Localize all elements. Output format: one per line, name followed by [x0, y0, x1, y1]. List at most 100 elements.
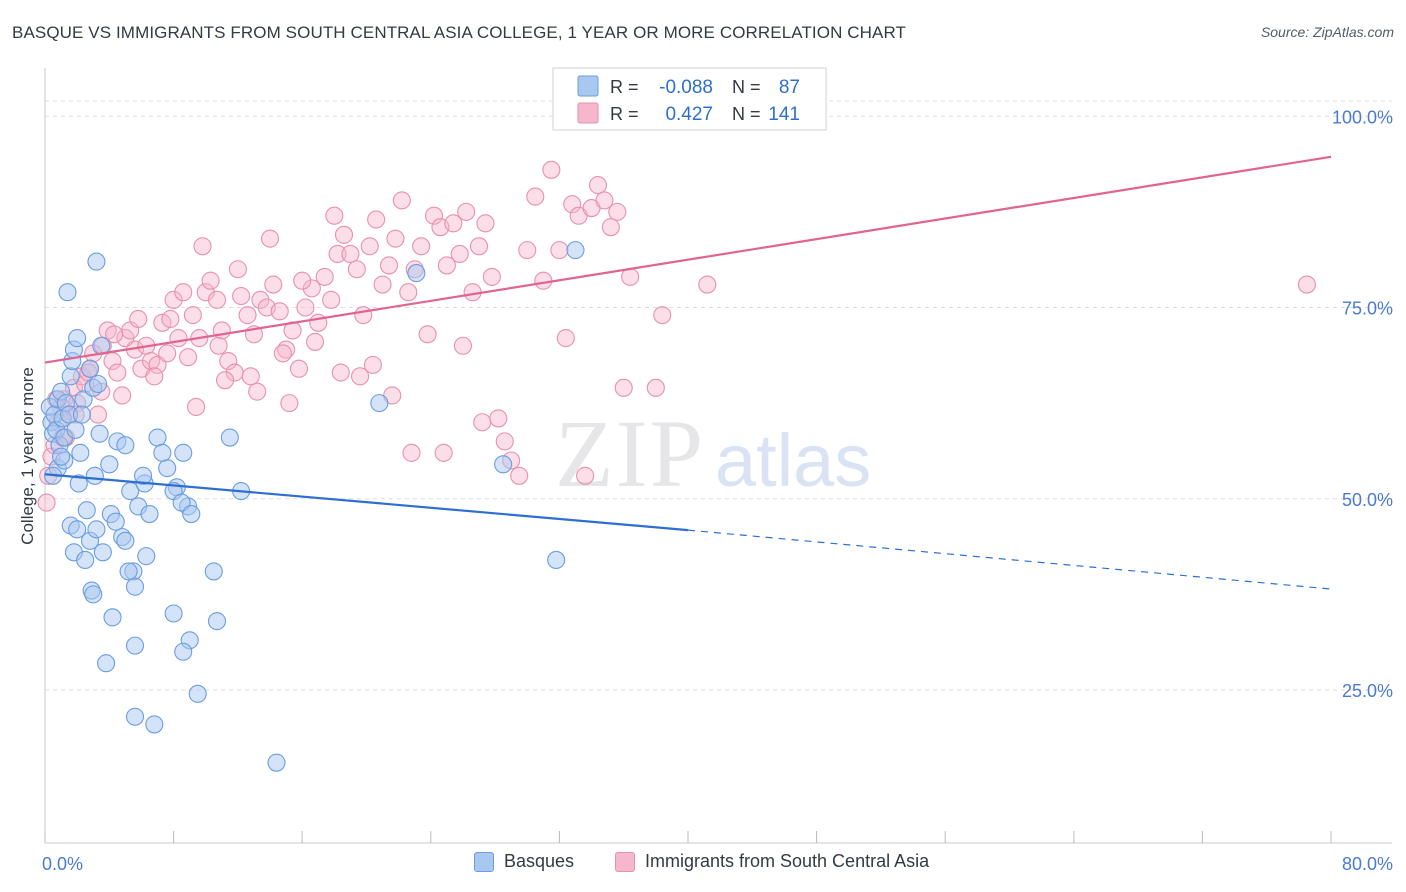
immigrants-point [556, 329, 575, 348]
immigrants-point [550, 241, 569, 260]
immigrants-point [251, 290, 270, 309]
immigrants-point [534, 271, 553, 290]
immigrants-point [88, 405, 108, 424]
immigrants-point [576, 466, 595, 485]
immigrants-point [179, 348, 198, 367]
basques-point [140, 504, 159, 524]
basques-point [182, 504, 201, 524]
immigrants-point [495, 432, 514, 451]
basques-point [220, 428, 239, 447]
legend-swatch-immigrants [577, 102, 599, 124]
immigrants-point [646, 378, 665, 397]
series-basques-points [40, 241, 585, 772]
basques-point [158, 459, 177, 478]
immigrants-point [105, 325, 124, 344]
immigrants-point [289, 359, 309, 378]
basques-point [68, 520, 87, 539]
basques-point [125, 577, 145, 596]
immigrants-point [264, 275, 283, 294]
basques-point [174, 642, 193, 661]
immigrants-point [260, 229, 280, 248]
immigrants-point [215, 371, 235, 390]
basques-point [85, 466, 104, 485]
immigrants-point [161, 309, 180, 329]
immigrants-point [542, 160, 561, 179]
legend-n-value-2: 141 [768, 104, 800, 125]
immigrants-point [518, 241, 537, 260]
immigrants-point [399, 283, 418, 302]
legend-swatch-immigrants-bottom [615, 851, 635, 872]
immigrants-point [450, 244, 469, 263]
y-tick-label: 50.0% [1342, 490, 1393, 510]
immigrants-point [164, 290, 183, 309]
y-tick-label: 100.0% [1332, 107, 1393, 127]
immigrants-point [351, 367, 370, 386]
basques-point [145, 715, 164, 734]
immigrants-point [212, 321, 231, 340]
immigrants-point [444, 214, 463, 233]
basques-point [97, 654, 116, 673]
immigrants-point [209, 336, 228, 355]
basques-point [106, 512, 125, 531]
basques-point [90, 424, 109, 443]
trend-lines [44, 155, 1332, 590]
basques-point [88, 374, 108, 394]
legend-swatch-basques-bottom [474, 851, 494, 872]
immigrants-point [402, 443, 421, 462]
legend-n-value-1: 87 [779, 77, 800, 98]
immigrants-point [169, 329, 188, 348]
basques-point [125, 707, 145, 726]
immigrants-point [367, 210, 386, 229]
immigrants-point [386, 229, 405, 248]
legend-item-basques[interactable]: Basques [474, 851, 574, 872]
basques-point [68, 329, 87, 348]
immigrants-point [526, 187, 545, 206]
immigrants-point [418, 325, 437, 344]
immigrants-point [306, 332, 325, 351]
watermark: ZIP atlas [555, 400, 871, 507]
immigrants-point [325, 206, 344, 225]
immigrants-point [341, 244, 360, 263]
immigrants-point [653, 306, 672, 325]
immigrants-point [360, 237, 379, 256]
legend-label-basques: Basques [504, 851, 575, 871]
basques-point [100, 455, 119, 474]
basques-point [188, 684, 207, 703]
watermark-zip: ZIP [555, 400, 705, 507]
legend-item-immigrants[interactable]: Immigrants from South Central Asia [615, 851, 929, 872]
basques-point [116, 531, 135, 550]
immigrants-trend-line [44, 155, 1332, 364]
basques-trend-line [44, 473, 689, 532]
immigrants-point [273, 344, 292, 363]
immigrants-point [248, 382, 267, 401]
y-tick-label: 25.0% [1342, 681, 1393, 701]
legend-n-label-2: N = [732, 104, 761, 124]
basques-point [119, 562, 138, 581]
basques-point [494, 455, 513, 474]
correlation-legend: R = -0.088 N = 87 R = 0.427 N = 141 [552, 67, 827, 131]
basques-point [204, 562, 223, 581]
immigrants-point [174, 283, 193, 302]
immigrants-point [280, 394, 299, 413]
legend-n-label-1: N = [732, 77, 761, 97]
immigrants-point [379, 256, 399, 275]
axes [44, 68, 1392, 844]
immigrants-point [476, 214, 495, 233]
gridlines [45, 100, 1392, 691]
basques-point [84, 585, 103, 604]
legend-r-value-2: 0.427 [665, 104, 713, 125]
tick-labels: 25.0% 50.0% 75.0% 100.0% 0.0% 80.0% [42, 107, 1393, 874]
legend-swatch-basques [577, 75, 599, 97]
immigrants-point [270, 302, 289, 321]
immigrants-point [328, 244, 347, 263]
immigrants-point [201, 271, 220, 290]
immigrants-point [1297, 275, 1316, 294]
y-tick-label: 75.0% [1342, 299, 1393, 319]
basques-point [164, 604, 183, 623]
basques-point [87, 252, 106, 271]
immigrants-point [296, 298, 315, 317]
x-tick-label: 80.0% [1342, 854, 1393, 874]
basques-point [407, 264, 426, 283]
basques-point [134, 466, 153, 485]
immigrants-point [453, 336, 473, 355]
